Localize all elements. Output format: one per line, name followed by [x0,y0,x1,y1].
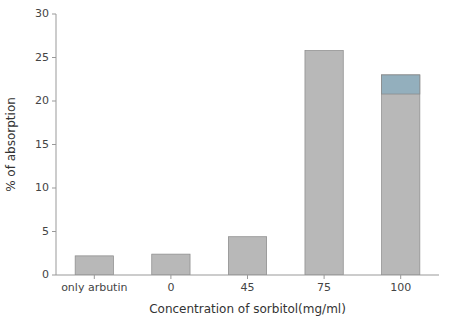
bar [382,75,420,275]
y-tick-label: 25 [35,51,49,64]
x-tick-label: 45 [241,281,255,294]
y-tick-label: 15 [35,138,49,151]
x-tick [94,275,95,279]
x-tick [324,275,325,279]
y-tick [52,275,56,276]
x-tick-label: only arbutin [61,281,127,294]
y-tick [52,57,56,58]
bars [75,51,420,275]
y-tick [52,144,56,145]
bar [75,256,113,275]
axes: 0 5 10 15 20 25 30 only arbutin 0 45 75 100 [35,7,439,294]
x-tick [170,275,171,279]
chart-container: 0 5 10 15 20 25 30 only arbutin 0 45 75 100 Concentr… [0,0,451,321]
bar [152,254,190,275]
bar-cap [382,75,420,94]
chart: 0 5 10 15 20 25 30 only arbutin 0 45 75 100 Concentr… [0,0,451,321]
y-tick-label: 5 [42,225,49,238]
y-tick [52,101,56,102]
x-axis-label: Concentration of sorbitol(mg/ml) [149,302,346,316]
y-tick-label: 10 [35,181,49,194]
y-tick [52,14,56,15]
x-tick [400,275,401,279]
y-tick [52,188,56,189]
y-tick-label: 20 [35,94,49,107]
x-tick-label: 100 [390,281,411,294]
bar [305,51,343,275]
y-tick-label: 0 [42,268,49,281]
x-tick-label: 0 [167,281,174,294]
y-axis-label: % of absorption [4,97,18,192]
y-tick-label: 30 [35,7,49,20]
x-tick-label: 75 [317,281,331,294]
bar [228,237,266,275]
x-tick [247,275,248,279]
y-tick [52,231,56,232]
